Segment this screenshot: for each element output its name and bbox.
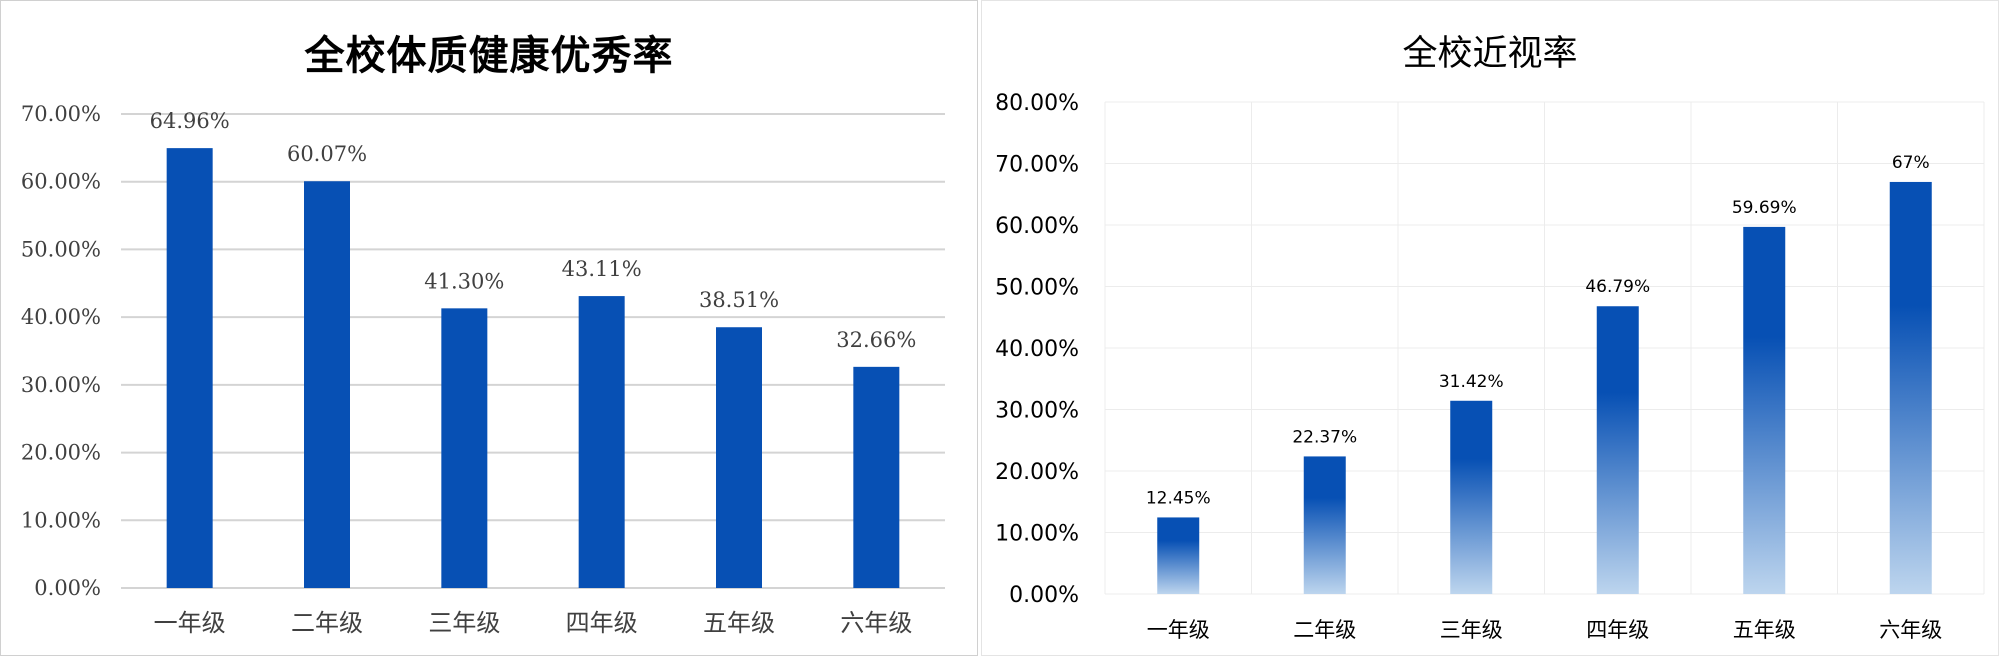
x-category-label: 三年级 bbox=[428, 609, 500, 637]
bar bbox=[441, 308, 488, 588]
data-label: 60.07% bbox=[287, 142, 367, 166]
chart-title: 全校体质健康优秀率 bbox=[304, 33, 674, 79]
y-tick-label: 20.00% bbox=[21, 441, 101, 465]
x-category-label: 五年级 bbox=[1733, 618, 1796, 642]
bar bbox=[166, 148, 213, 589]
data-label: 32.66% bbox=[836, 328, 916, 352]
x-category-label: 三年级 bbox=[1440, 618, 1503, 642]
chart-title: 全校近视率 bbox=[1402, 34, 1578, 74]
y-tick-label: 60.00% bbox=[21, 170, 101, 194]
x-category-label: 一年级 bbox=[1147, 618, 1210, 642]
data-label: 41.30% bbox=[424, 269, 504, 293]
y-tick-label: 40.00% bbox=[21, 305, 101, 329]
x-category-label: 六年级 bbox=[840, 609, 912, 637]
y-tick-label: 0.00% bbox=[34, 576, 101, 600]
y-tick-label: 80.00% bbox=[995, 91, 1079, 116]
bar bbox=[578, 296, 625, 588]
data-label: 43.11% bbox=[562, 257, 642, 281]
bar bbox=[1743, 226, 1786, 594]
myopia-bar-chart: 0.00% 10.00% 20.00% 30.00% 40.00% 50.00% 60.00… bbox=[995, 91, 1985, 642]
data-label: 46.79% bbox=[1585, 277, 1650, 297]
x-category-label: 四年级 bbox=[566, 609, 638, 637]
x-category-label: 五年级 bbox=[703, 609, 775, 637]
physical-fitness-bar-chart: 0.00% 10.00% 20.00% 30.00% 40.00% 50.00% 60.00… bbox=[21, 102, 945, 637]
bar bbox=[1889, 181, 1932, 594]
bar bbox=[853, 366, 900, 588]
data-label: 67% bbox=[1892, 153, 1930, 173]
bar bbox=[1303, 456, 1346, 594]
x-category-label: 六年级 bbox=[1879, 618, 1942, 642]
data-label: 12.45% bbox=[1146, 488, 1211, 508]
chart-panel-physical-fitness: 全校体质健康优秀率 0.00% 10.00% 20.00% 30.00% 40.00% 5… bbox=[0, 0, 978, 656]
data-label: 38.51% bbox=[699, 288, 779, 312]
y-tick-label: 30.00% bbox=[995, 399, 1079, 424]
data-label: 22.37% bbox=[1292, 427, 1357, 447]
y-tick-label: 70.00% bbox=[21, 102, 101, 126]
y-tick-label: 30.00% bbox=[21, 373, 101, 397]
y-tick-label: 0.00% bbox=[1009, 583, 1079, 608]
y-tick-label: 10.00% bbox=[995, 522, 1079, 547]
bar bbox=[1157, 517, 1200, 594]
y-tick-label: 70.00% bbox=[995, 153, 1079, 178]
x-category-label: 一年级 bbox=[154, 609, 226, 637]
data-label: 64.96% bbox=[150, 109, 230, 133]
x-category-label: 四年级 bbox=[1586, 618, 1649, 642]
bar bbox=[304, 181, 350, 588]
x-category-label: 二年级 bbox=[291, 609, 363, 637]
y-tick-label: 20.00% bbox=[995, 460, 1079, 485]
y-tick-label: 10.00% bbox=[21, 508, 101, 532]
y-tick-label: 50.00% bbox=[21, 237, 101, 261]
chart-panel-myopia: 全校近视率 0.00% 10.00% 20.00% 30.00% 40.00% 50.00… bbox=[981, 0, 1999, 656]
y-tick-label: 60.00% bbox=[995, 214, 1079, 239]
bar bbox=[716, 327, 762, 588]
y-tick-label: 40.00% bbox=[995, 337, 1079, 362]
y-tick-label: 50.00% bbox=[995, 276, 1079, 301]
data-label: 59.69% bbox=[1732, 198, 1797, 218]
bar bbox=[1596, 306, 1639, 594]
bar bbox=[1450, 400, 1493, 594]
x-category-label: 二年级 bbox=[1293, 618, 1356, 642]
data-label: 31.42% bbox=[1439, 372, 1504, 392]
